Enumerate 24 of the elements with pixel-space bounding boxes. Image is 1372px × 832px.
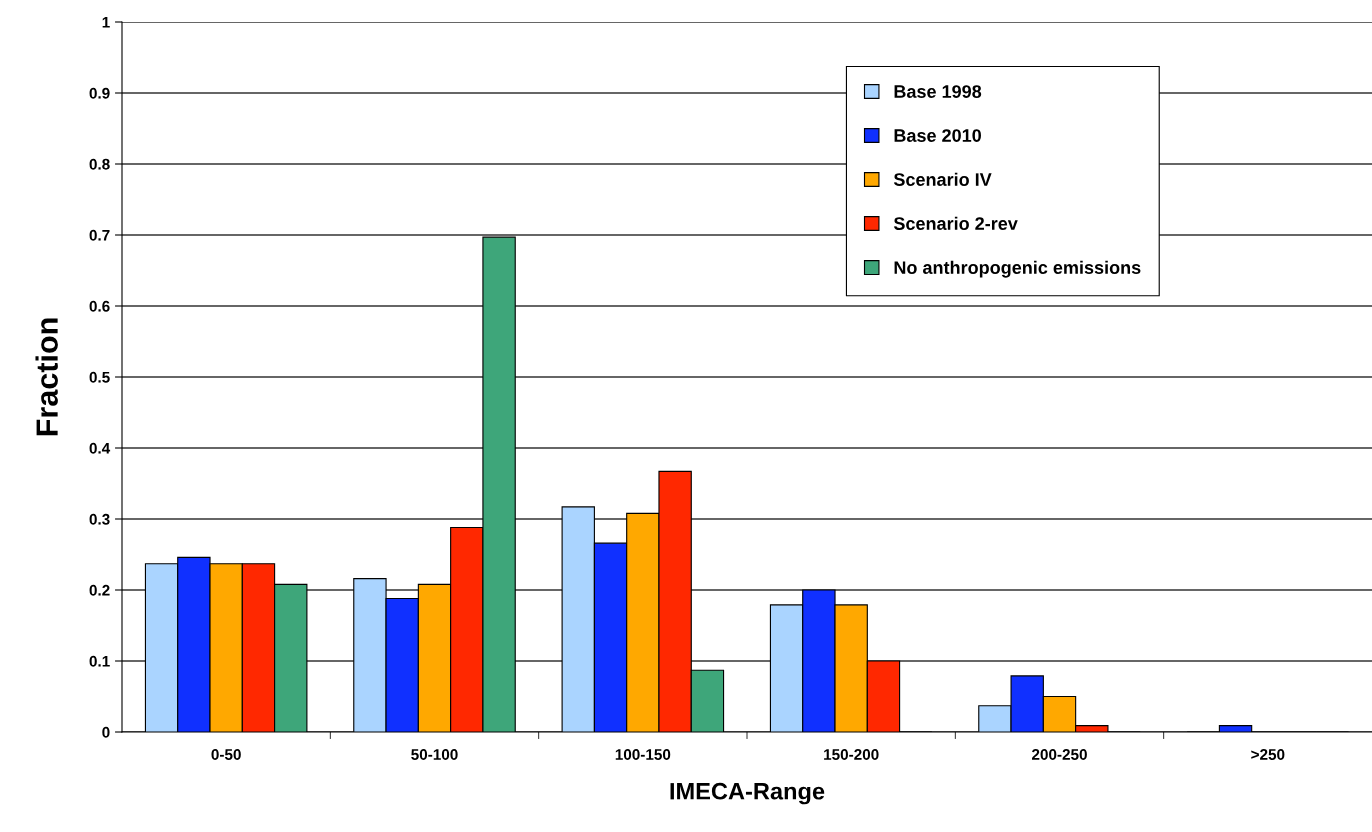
y-tick-label: 0.1 — [89, 655, 110, 667]
y-axis-title: Fraction — [35, 318, 58, 436]
y-tick-label: 0.9 — [89, 87, 110, 99]
y-tick-label: 0.7 — [89, 229, 110, 241]
x-tick-label: 150-200 — [824, 749, 879, 760]
x-tick-label: >250 — [1251, 749, 1285, 760]
legend-label: Scenario IV — [893, 172, 992, 186]
y-tick-label: 0.5 — [89, 371, 110, 383]
y-tick-label: 0.3 — [89, 513, 110, 525]
x-tick-label: 0-50 — [211, 749, 241, 760]
y-tick-label: 0.4 — [89, 442, 111, 454]
y-tick-label: 0.6 — [89, 300, 110, 312]
y-tick-label: 1 — [102, 17, 110, 28]
x-tick-label: 100-150 — [615, 749, 671, 760]
legend-label: Base 2010 — [894, 129, 981, 142]
y-tick-label: 0.2 — [89, 584, 110, 596]
legend-label: Base 1998 — [894, 85, 982, 98]
y-tick-label: 0.8 — [89, 158, 110, 170]
x-axis-title: IMECA-Range — [670, 782, 825, 805]
x-tick-label: 50-100 — [411, 749, 458, 760]
legend-label: No anthropogenic emissions — [894, 260, 1141, 278]
legend-label: Scenario 2-rev — [893, 216, 1018, 230]
y-tick-label: 0 — [102, 726, 110, 738]
x-tick-label: 200-250 — [1032, 749, 1087, 760]
